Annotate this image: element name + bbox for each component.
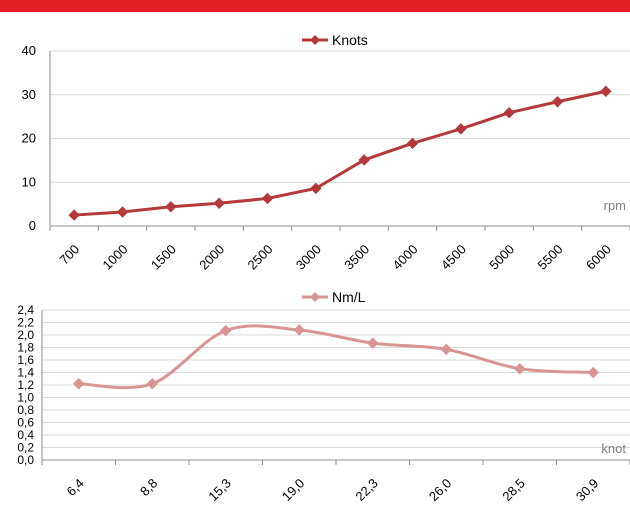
x-tick-label: 2000 bbox=[196, 242, 227, 273]
y-tick-label: 1,0 bbox=[17, 391, 34, 405]
x-tick-label: 3500 bbox=[341, 242, 372, 273]
x-tick-label: 30,9 bbox=[573, 476, 602, 505]
data-point-marker bbox=[214, 198, 224, 208]
data-point-marker bbox=[147, 379, 157, 389]
x-tick-label: 22,3 bbox=[352, 476, 381, 505]
data-point-marker bbox=[166, 202, 176, 212]
y-tick-label: 2,0 bbox=[17, 328, 34, 342]
x-tick-label: 26,0 bbox=[426, 476, 455, 505]
data-point-marker bbox=[221, 326, 231, 336]
y-tick-label: 1,2 bbox=[17, 378, 34, 392]
y-tick-label: 20 bbox=[22, 131, 36, 146]
x-unit-label: rpm bbox=[604, 198, 626, 213]
data-point-marker bbox=[368, 338, 378, 348]
x-tick-label: 700 bbox=[56, 242, 82, 268]
legend-marker bbox=[310, 292, 320, 302]
y-tick-label: 0,8 bbox=[17, 403, 34, 417]
x-tick-label: 3000 bbox=[293, 242, 324, 273]
x-tick-label: 15,3 bbox=[205, 476, 234, 505]
y-tick-label: 0,6 bbox=[17, 416, 34, 430]
y-tick-label: 0,2 bbox=[17, 441, 34, 455]
y-tick-label: 0,4 bbox=[17, 428, 34, 442]
y-tick-label: 1,8 bbox=[17, 341, 34, 355]
data-point-marker bbox=[408, 138, 418, 148]
y-tick-label: 2,2 bbox=[17, 316, 34, 330]
x-tick-label: 28,5 bbox=[499, 476, 528, 505]
x-tick-label: 6000 bbox=[583, 242, 614, 273]
x-tick-label: 8,8 bbox=[137, 476, 160, 499]
series-line bbox=[74, 91, 606, 215]
x-tick-label: 4500 bbox=[438, 242, 469, 273]
chart-1: 0 10 20 30 40 700 1000 1500 2000 2500 3000 3500 4000… bbox=[22, 32, 630, 273]
data-point-marker bbox=[553, 97, 563, 107]
data-point-marker bbox=[74, 379, 84, 389]
x-tick-label: 5000 bbox=[486, 242, 517, 273]
x-tick-label: 4000 bbox=[390, 242, 421, 273]
data-point-marker bbox=[118, 207, 128, 217]
legend-label: Nm/L bbox=[332, 289, 366, 305]
x-tick-label: 1500 bbox=[148, 242, 179, 273]
chart-2: 0,00,20,40,60,81,01,21,41,61,82,02,22,4 6… bbox=[17, 289, 630, 504]
legend-marker bbox=[310, 35, 320, 45]
y-tick-label: 40 bbox=[22, 43, 36, 58]
y-tick-label: 1,4 bbox=[17, 366, 34, 380]
y-tick-label: 2,4 bbox=[17, 303, 34, 317]
x-tick-label: 6,4 bbox=[63, 476, 86, 499]
data-point-marker bbox=[69, 210, 79, 220]
data-point-marker bbox=[456, 124, 466, 134]
y-tick-label: 0 bbox=[29, 218, 36, 233]
x-tick-label: 2500 bbox=[245, 242, 276, 273]
y-tick-label: 30 bbox=[22, 87, 36, 102]
data-point-marker bbox=[263, 193, 273, 203]
x-unit-label: knot bbox=[601, 441, 626, 456]
data-point-marker bbox=[588, 368, 598, 378]
x-tick-label: 5500 bbox=[535, 242, 566, 273]
data-point-marker bbox=[294, 325, 304, 335]
y-tick-label: 0,0 bbox=[17, 453, 34, 467]
data-point-marker bbox=[441, 344, 451, 354]
x-tick-label: 1000 bbox=[100, 242, 131, 273]
x-tick-label: 19,0 bbox=[279, 476, 308, 505]
data-point-marker bbox=[504, 108, 514, 118]
y-tick-label: 1,6 bbox=[17, 353, 34, 367]
y-tick-label: 10 bbox=[22, 174, 36, 189]
legend-label: Knots bbox=[332, 32, 368, 48]
